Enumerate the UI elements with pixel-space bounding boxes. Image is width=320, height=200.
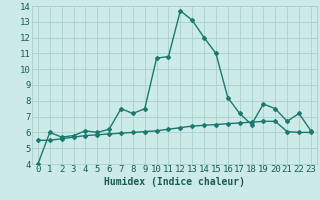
X-axis label: Humidex (Indice chaleur): Humidex (Indice chaleur)	[104, 177, 245, 187]
